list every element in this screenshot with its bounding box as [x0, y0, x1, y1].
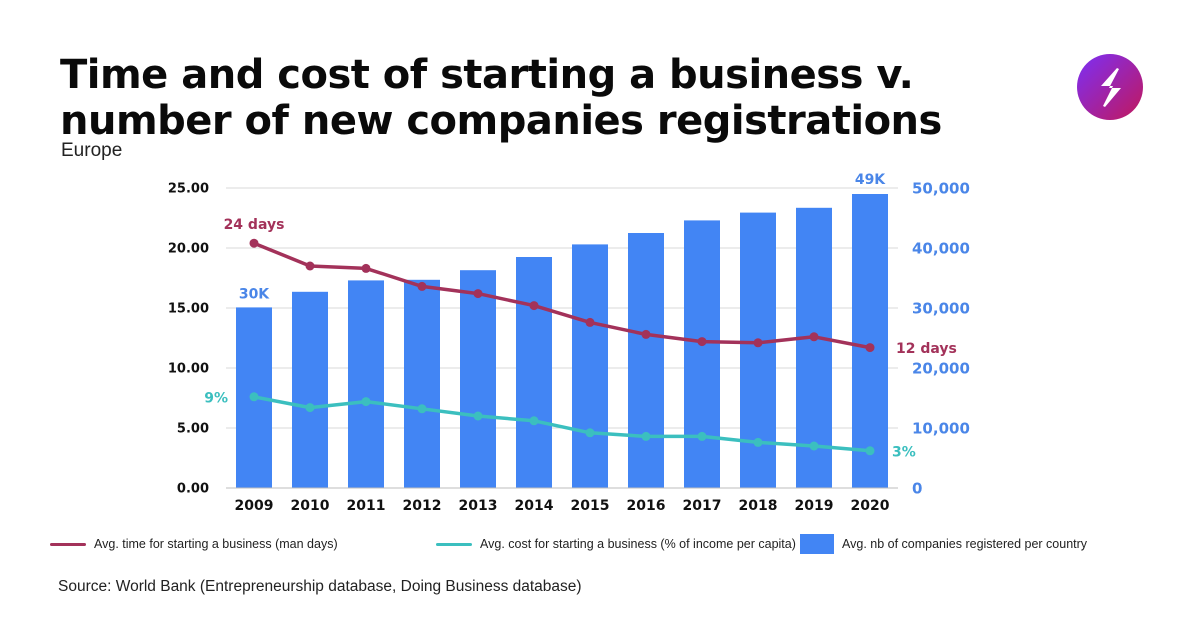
- bar-2019: [796, 207, 832, 489]
- left-axis-tick-label: 15.00: [168, 302, 209, 317]
- line-series: [249, 238, 875, 456]
- legend-item-companies: Avg. nb of companies registered per coun…: [800, 530, 1087, 558]
- time-point-2020: [865, 343, 875, 353]
- cost-point-2020: [865, 446, 875, 456]
- time-line: [252, 241, 872, 350]
- legend-swatch-cost: [436, 542, 472, 546]
- x-axis-tick-label: 2011: [347, 498, 386, 514]
- left-axis-tick-label: 25.00: [168, 182, 209, 197]
- axes: 0.00 5.00 10.00 15.00 20.00 25.00 0 10,000 20,00…: [168, 180, 970, 515]
- x-axis-tick-label: 2017: [683, 498, 722, 514]
- time-point-2010: [305, 261, 315, 271]
- time-point-2018: [753, 338, 763, 348]
- x-axis-tick-label: 2012: [403, 498, 442, 514]
- cost-point-2018: [753, 437, 763, 447]
- bar-2015: [572, 244, 608, 488]
- source-note: Source: World Bank (Entrepreneurship dat…: [58, 578, 582, 595]
- right-axis-tick-label: 30,000: [912, 300, 970, 318]
- x-axis-tick-label: 2019: [795, 498, 834, 514]
- x-axis-tick-label: 2010: [291, 498, 330, 514]
- cost-point-2019: [809, 441, 819, 451]
- time-point-2009: [249, 238, 259, 248]
- left-axis-tick-label: 20.00: [168, 242, 209, 257]
- time-point-2019: [809, 332, 819, 342]
- left-axis-tick-label: 5.00: [177, 422, 209, 437]
- bar-2017: [684, 220, 720, 488]
- bar-series: [236, 194, 888, 489]
- bar-2016: [628, 233, 664, 488]
- time-first-label: 24 days: [224, 217, 285, 233]
- legend-swatch-time: [50, 542, 86, 546]
- time-point-2015: [585, 317, 595, 327]
- left-axis-tick-label: 10.00: [168, 362, 209, 377]
- x-axis-tick-label: 2018: [739, 498, 778, 514]
- right-axis-tick-label: 20,000: [912, 360, 970, 378]
- bar-2012: [404, 279, 440, 488]
- bar-first-label: 30K: [239, 286, 270, 302]
- x-axis-tick-label: 2016: [627, 498, 666, 514]
- right-axis-tick-label: 0: [912, 480, 922, 498]
- time-point-2012: [417, 281, 427, 291]
- left-axis-tick-label: 0.00: [177, 482, 209, 497]
- time-point-2014: [529, 301, 539, 311]
- chart-subtitle: Europe: [61, 140, 123, 161]
- x-axis-tick-label: 2015: [571, 498, 610, 514]
- time-point-2016: [641, 329, 651, 339]
- cost-point-2016: [641, 431, 651, 441]
- legend: Avg. time for starting a business (man d…: [50, 530, 1170, 558]
- legend-label-time: Avg. time for starting a business (man d…: [94, 537, 338, 551]
- time-point-2013: [473, 289, 483, 299]
- cost-point-2010: [305, 403, 315, 413]
- time-last-label: 12 days: [896, 341, 957, 357]
- cost-point-2013: [473, 411, 483, 421]
- cost-point-2009: [249, 392, 259, 402]
- time-point-2011: [361, 263, 371, 273]
- time-point-2017: [697, 337, 707, 347]
- annotations: 30K 49K 24 days 12 days 9% 3%: [204, 172, 957, 460]
- x-axis-tick-label: 2020: [851, 498, 890, 514]
- bar-2020: [852, 194, 888, 488]
- cost-first-label: 9%: [204, 390, 228, 406]
- cost-point-2014: [529, 416, 539, 426]
- bar-last-label: 49K: [855, 172, 886, 188]
- right-axis-tick-label: 10,000: [912, 420, 970, 438]
- cost-point-2015: [585, 428, 595, 438]
- cost-last-label: 3%: [892, 444, 916, 460]
- bar-2014: [516, 257, 552, 488]
- cost-line: [252, 395, 872, 453]
- x-axis-tick-label: 2013: [459, 498, 498, 514]
- legend-label-companies: Avg. nb of companies registered per coun…: [842, 537, 1088, 551]
- bar-2013: [460, 270, 496, 488]
- cost-point-2017: [697, 431, 707, 441]
- chart-title: Time and cost of starting a business v. …: [60, 52, 942, 144]
- cost-point-2011: [361, 397, 371, 407]
- legend-item-cost: Avg. cost for starting a business (% of …: [436, 530, 796, 558]
- bar-2011: [348, 280, 384, 488]
- cost-point-2012: [417, 404, 427, 414]
- legend-label-cost: Avg. cost for starting a business (% of …: [480, 537, 796, 551]
- right-axis-tick-label: 40,000: [912, 240, 970, 258]
- brand-s-logo-icon: [1077, 54, 1143, 120]
- right-axis-tick-label: 50,000: [912, 180, 970, 198]
- x-axis-tick-label: 2014: [515, 498, 554, 514]
- legend-swatch-companies: [800, 534, 834, 554]
- x-axis-tick-label: 2009: [235, 498, 274, 514]
- legend-item-time: Avg. time for starting a business (man d…: [50, 530, 338, 558]
- bar-2010: [292, 291, 328, 488]
